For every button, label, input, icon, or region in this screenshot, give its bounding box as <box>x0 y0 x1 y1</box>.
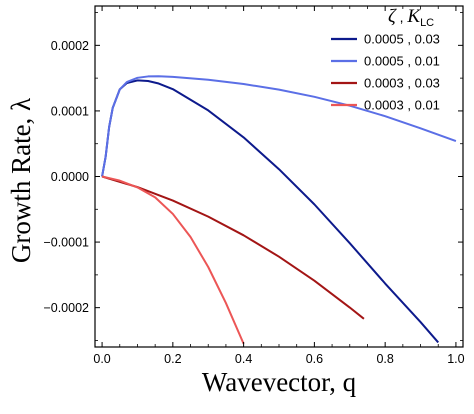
series-layer <box>101 75 457 345</box>
legend-header-separator: , <box>396 9 408 25</box>
y-tick-label: 0.0000 <box>51 170 89 184</box>
legend-header-k-subscript: LC <box>420 17 434 29</box>
legend-label-1: 0.0005 , 0.03 <box>364 32 440 47</box>
legend-label-3: 0.0003 , 0.03 <box>364 76 440 91</box>
legend-label-2: 0.0005 , 0.01 <box>364 54 440 69</box>
legend-items: 0.0005 , 0.03 0.0005 , 0.01 0.0003 , 0.03 0… <box>331 32 440 113</box>
x-tick-label: 0.0 <box>93 352 110 366</box>
legend-label-4: 0.0003 , 0.01 <box>364 98 440 113</box>
legend-header: ζ , KLC <box>388 6 434 29</box>
x-tick-label: 0.6 <box>306 352 323 366</box>
x-axis-ticks: 0.0 0.2 0.4 0.6 0.8 1.0 <box>93 6 465 366</box>
y-tick-label: 0.0002 <box>51 39 89 53</box>
y-tick-label: −0.0001 <box>43 236 89 250</box>
y-tick-label: 0.0001 <box>51 104 89 118</box>
legend: ζ , KLC 0.0005 , 0.03 0.0005 , 0.01 0.0003… <box>331 6 440 113</box>
series-line-3 <box>101 175 365 320</box>
legend-header-zeta: ζ <box>388 6 397 27</box>
series-line-2 <box>101 75 457 177</box>
legend-header-k: K <box>406 6 421 27</box>
y-axis-title: Growth Rate, λ <box>6 98 36 263</box>
x-tick-label: 1.0 <box>447 352 464 366</box>
x-tick-label: 0.2 <box>164 352 181 366</box>
y-axis-ticks: 0.0002 0.0001 0.0000 −0.0001 −0.0002 <box>43 12 463 341</box>
x-axis-title: Wavevector, q <box>202 367 357 397</box>
x-tick-label: 0.8 <box>376 352 393 366</box>
x-tick-label: 0.4 <box>235 352 252 366</box>
series-line-4 <box>101 175 245 345</box>
y-tick-label: −0.0002 <box>43 301 89 315</box>
series-line-1 <box>101 79 439 344</box>
